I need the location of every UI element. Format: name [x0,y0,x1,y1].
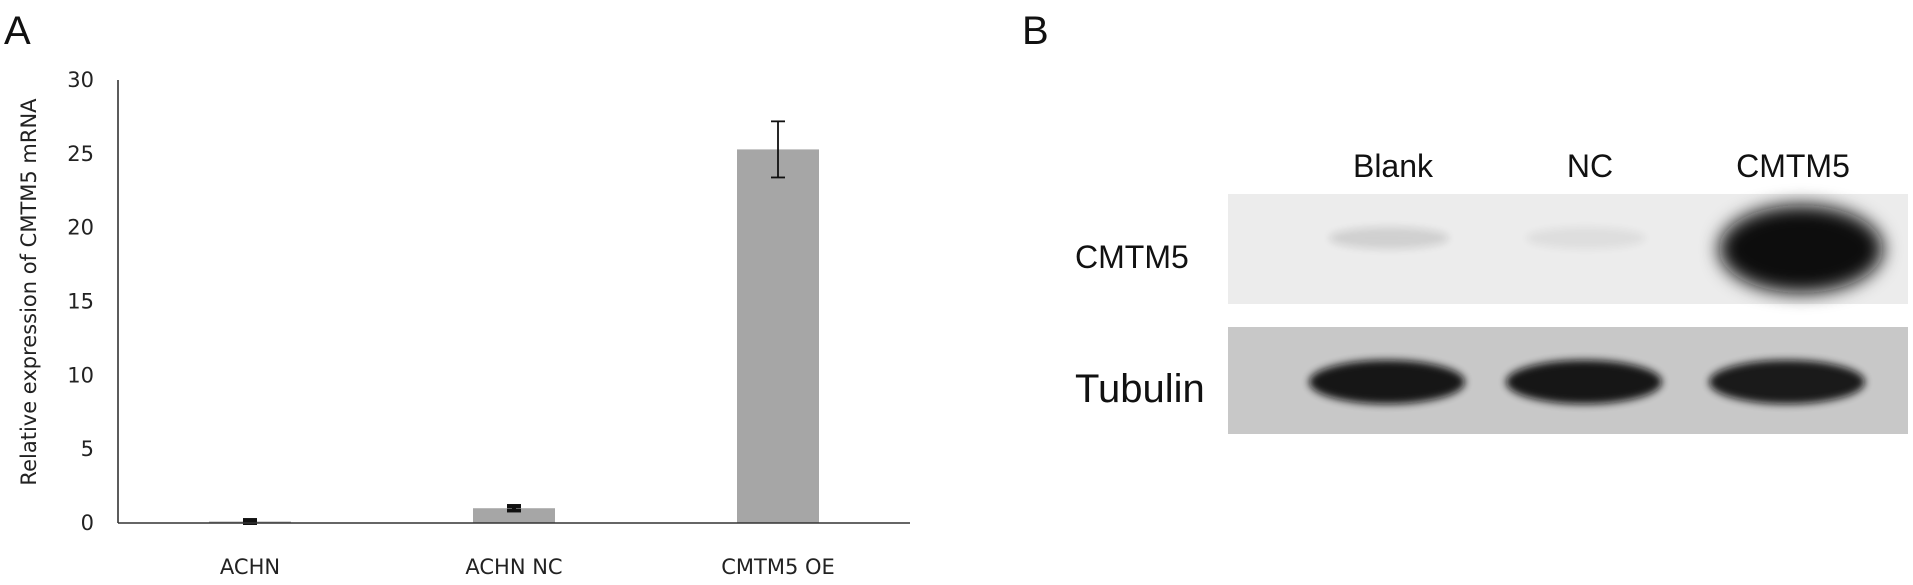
y-tick-label: 20 [67,216,94,240]
row-label-cmtm5: CMTM5 [1075,239,1189,275]
cmtm5-band [1526,227,1646,249]
row-labels: CMTM5 Tubulin [1075,239,1205,411]
panel-letter-b: B [1022,9,1049,53]
y-tick-label: 5 [81,437,94,461]
y-tick-label: 10 [67,363,94,387]
panel-letter-a: A [4,9,31,53]
row-label-tubulin: Tubulin [1075,367,1205,411]
lane-label-blank: Blank [1353,148,1434,184]
cmtm5-band [1329,227,1449,249]
tubulin-band [1709,360,1865,404]
y-tick-label: 15 [67,290,94,314]
y-tick-label: 25 [67,142,94,166]
error-bar [771,120,785,179]
bar-chart: Relative expression of CMTM5 mRNA 0 5 10 15… [17,68,910,579]
y-tick-labels: 0 5 10 15 20 25 30 [67,68,94,535]
x-category-labels: ACHN ACHN NC CMTM5 OE [220,555,835,579]
y-tick-label: 30 [67,68,94,92]
tubulin-band [1506,360,1662,404]
x-category-label: ACHN NC [465,555,562,579]
error-bars [243,120,785,525]
cmtm5-bands [1329,205,1883,293]
x-category-label: CMTM5 OE [721,555,835,579]
cmtm5-band [1719,205,1883,293]
lane-labels: Blank NC CMTM5 [1353,148,1850,184]
lane-label-nc: NC [1567,148,1613,184]
x-category-label: ACHN [220,555,280,579]
bar-cmtm5-oe [737,149,819,524]
error-bar [507,504,521,513]
bar-achn-nc [473,508,555,523]
y-tick-label: 0 [81,511,94,535]
western-blot: Blank NC CMTM5 CMTM5 Tubulin [1075,148,1908,434]
tubulin-band [1309,360,1465,404]
lane-label-cmtm5: CMTM5 [1736,148,1850,184]
bars [209,149,819,524]
y-axis-label: Relative expression of CMTM5 mRNA [17,98,41,486]
tubulin-bands [1309,360,1865,404]
